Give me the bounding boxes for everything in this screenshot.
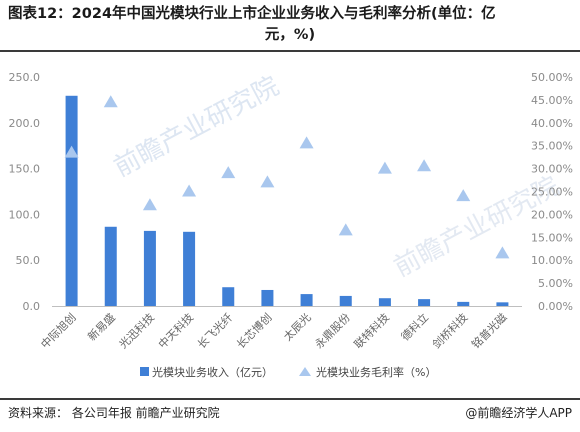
y-right-tick-label: 0.00%: [538, 300, 573, 313]
category-label: 新易盛: [85, 310, 118, 343]
category-label: 中际旭创: [38, 310, 79, 351]
margin-marker: [221, 166, 236, 179]
revenue-bar: [104, 226, 117, 306]
margin-marker: [64, 145, 79, 158]
revenue-bar: [65, 95, 78, 306]
legend-label-margin: 光模块业务毛利率（%）: [316, 365, 436, 379]
legend-swatch-bar: [140, 367, 149, 376]
y-right-tick-label: 5.00%: [538, 277, 573, 290]
y-right-tick-label: 20.00%: [531, 208, 573, 221]
y-left-tick-label: 50.0: [16, 254, 41, 267]
y-right-tick-label: 40.00%: [531, 117, 573, 130]
y-left-tick-label: 150.0: [9, 163, 41, 176]
margin-marker: [299, 136, 314, 149]
revenue-bar: [183, 231, 196, 306]
legend-swatch-marker: [299, 367, 311, 376]
category-label: 长飞光纤: [194, 310, 235, 351]
category-label: 光迅科技: [116, 310, 157, 351]
chart-title-line2: 元，%): [264, 27, 316, 43]
y-right-tick-label: 35.00%: [531, 140, 573, 153]
category-label: 剑桥科技: [429, 310, 470, 351]
category-label: 永鼎股份: [312, 310, 353, 351]
y-left-tick-label: 100.0: [9, 208, 41, 221]
title-rule: [0, 50, 580, 52]
y-right-tick-label: 50.00%: [531, 71, 573, 84]
y-right-tick-label: 30.00%: [531, 163, 573, 176]
revenue-bar: [496, 302, 509, 306]
y-left-tick-label: 0.0: [23, 300, 41, 313]
margin-marker: [377, 161, 392, 174]
category-label: 太辰光: [280, 310, 313, 343]
margin-marker: [417, 159, 432, 172]
margin-marker: [182, 184, 197, 197]
footer-rule: [0, 398, 580, 400]
y-right-tick-label: 25.00%: [531, 186, 573, 199]
margin-marker: [142, 198, 157, 211]
revenue-bar: [222, 287, 235, 306]
category-label: 长芯博创: [234, 310, 275, 351]
source-note: 资料来源： 各公司年报 前瞻产业研究院: [8, 406, 220, 420]
category-label: 联特科技: [351, 310, 392, 351]
revenue-bar: [143, 230, 156, 306]
revenue-bar: [378, 298, 391, 306]
legend-label-revenue: 光模块业务收入（亿元）: [152, 365, 273, 379]
margin-marker: [338, 223, 353, 236]
revenue-bar: [457, 301, 470, 306]
y-right-tick-label: 45.00%: [531, 94, 573, 107]
brand-note: @前瞻经济学人APP: [465, 406, 572, 420]
y-left-tick-label: 200.0: [9, 117, 41, 130]
revenue-bar: [300, 294, 313, 306]
y-right-tick-label: 15.00%: [531, 231, 573, 244]
y-right-tick-label: 10.00%: [531, 254, 573, 267]
margin-marker: [456, 189, 471, 202]
category-label: 中天科技: [155, 310, 196, 351]
revenue-bar: [339, 295, 352, 306]
watermark-text: 前瞻产业研究院: [109, 71, 284, 183]
margin-marker: [260, 175, 275, 188]
revenue-bar: [261, 289, 274, 306]
chart-title-line1: 图表12：2024年中国光模块行业上市企业业务收入与毛利率分析(单位：亿: [8, 6, 496, 22]
margin-marker: [103, 95, 118, 108]
margin-marker: [495, 246, 510, 259]
chart-title: 图表12：2024年中国光模块行业上市企业业务收入与毛利率分析(单位：亿 元，%…: [8, 4, 572, 46]
revenue-bar: [418, 299, 431, 306]
category-label: 德科立: [398, 310, 431, 343]
category-label: 铭普光磁: [469, 310, 510, 351]
y-left-tick-label: 250.0: [9, 71, 41, 84]
